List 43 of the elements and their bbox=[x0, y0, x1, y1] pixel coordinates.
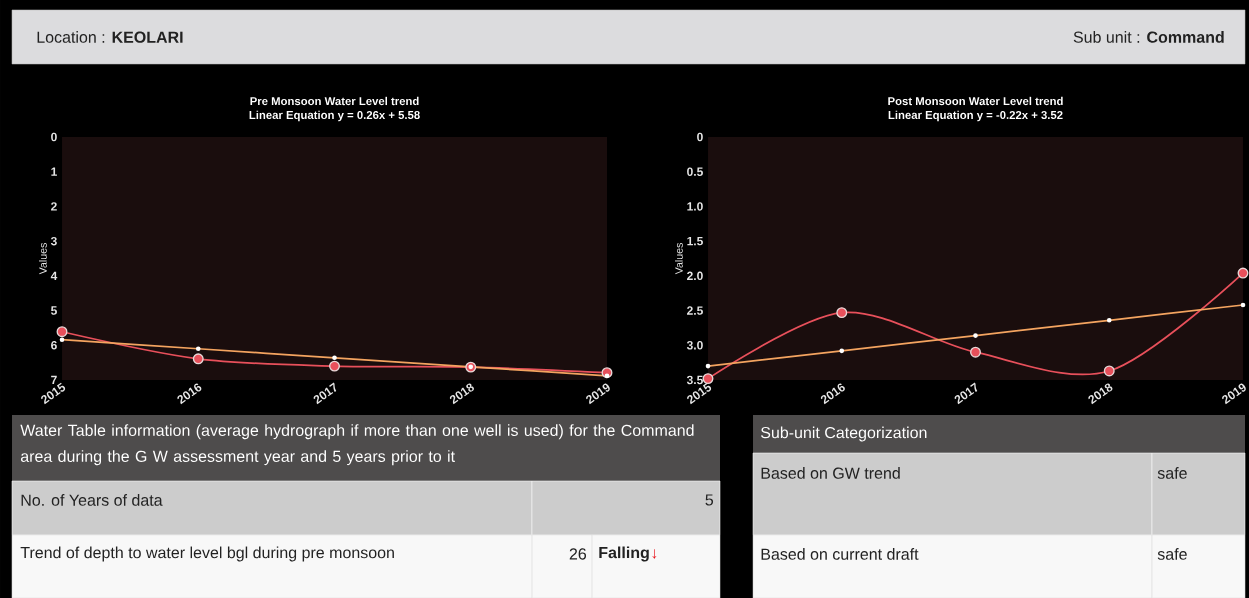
y-tick-label: 2.0 bbox=[687, 271, 703, 281]
text: Sub-unit Categorization bbox=[761, 426, 927, 442]
y-tick-label: 0 bbox=[51, 132, 57, 142]
point bbox=[1237, 267, 1249, 279]
y-axis-title: Values bbox=[38, 242, 47, 275]
y-tick-label: 2.5 bbox=[687, 306, 703, 315]
y-tick-label: 5 bbox=[51, 306, 57, 315]
y-tick-label: 7 bbox=[51, 375, 57, 385]
y-tick-label: 1.5 bbox=[687, 236, 703, 246]
chart-subtitle: Linear Equation y = 0.26x + 5.58 bbox=[249, 110, 420, 122]
y-axis-title: Values bbox=[674, 242, 683, 275]
text: Falling bbox=[599, 546, 649, 562]
chart-title: Pre Monsoon Water Level trend bbox=[250, 96, 419, 106]
y-tick-label: 4 bbox=[50, 271, 58, 280]
text: 26 bbox=[569, 548, 587, 560]
y-tick-label: 0.5 bbox=[687, 167, 703, 176]
point bbox=[329, 360, 340, 372]
point bbox=[192, 353, 204, 365]
text: Based on current draft bbox=[761, 548, 919, 560]
y-tick-label: 2 bbox=[51, 202, 57, 211]
text: 5 bbox=[705, 494, 714, 506]
y-tick-label: 3.5 bbox=[686, 375, 703, 385]
y-tick-label: 0 bbox=[697, 132, 703, 142]
text: No. of Years of data bbox=[21, 494, 163, 506]
text: Water Table information (average hydrograph if more than one well is used) for the Command area during the G W assessment year and 5 years prior to it bbox=[20, 424, 694, 466]
y-tick-label: 3.0 bbox=[686, 341, 703, 350]
point bbox=[970, 346, 981, 358]
text: safe bbox=[1157, 467, 1187, 479]
text: Trend of depth to water level bgl during pre monsoon bbox=[20, 546, 394, 562]
point bbox=[836, 307, 848, 319]
text: safe bbox=[1157, 548, 1187, 560]
point bbox=[1103, 365, 1115, 377]
y-tick-label: 1 bbox=[51, 167, 57, 176]
chart-title: Post Monsoon Water Level trend bbox=[888, 96, 1063, 106]
y-tick-label: 3 bbox=[50, 236, 57, 246]
chart-subtitle: Linear Equation y = -0.22x + 3.52 bbox=[888, 110, 1063, 122]
text: Location : KEOLARI bbox=[37, 31, 183, 43]
y-tick-label: 6 bbox=[51, 341, 57, 350]
point bbox=[56, 326, 68, 338]
text: Sub unit : Command bbox=[1073, 31, 1224, 43]
text: Based on GW trend bbox=[761, 467, 900, 479]
text: ↓ bbox=[652, 549, 657, 559]
y-tick-label: 1.0 bbox=[687, 202, 703, 211]
